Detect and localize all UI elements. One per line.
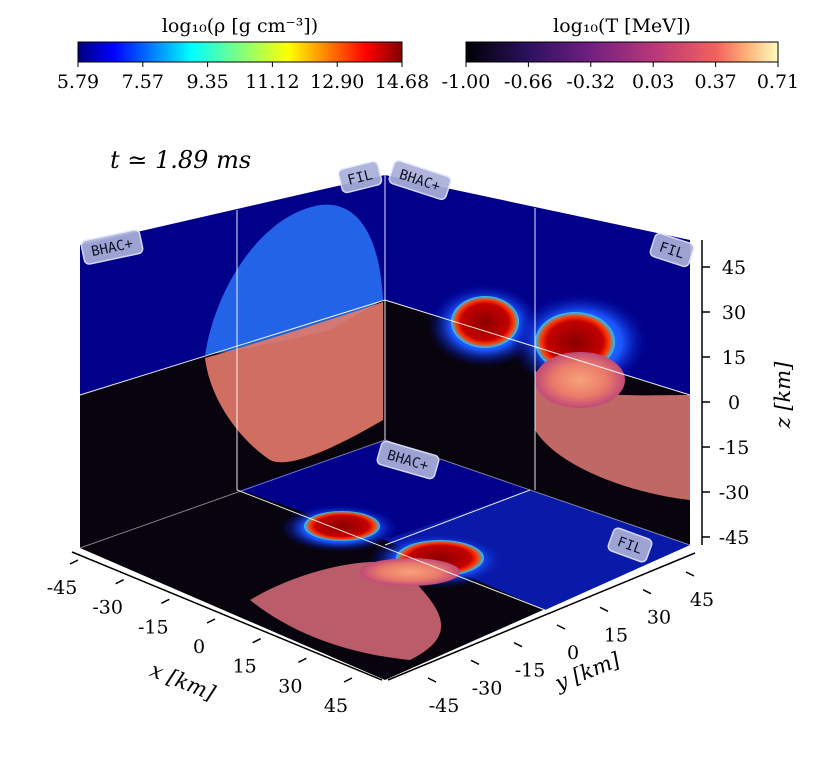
yz-core-a: [451, 296, 519, 348]
z-axis-tick-label: 0: [728, 392, 740, 414]
y-axis-tick-label: -15: [515, 660, 546, 682]
y-axis-tick: [685, 571, 695, 577]
density-colorbar-title: log₁₀(ρ [g cm⁻³]): [162, 15, 318, 37]
x-axis-tick-label: 0: [193, 636, 205, 658]
z-axis-tick-label: 30: [722, 302, 746, 324]
yz-warm-disk: [535, 352, 625, 408]
panel-tag: FIL: [607, 527, 653, 563]
colorbar-tick-label: 11.12: [245, 71, 299, 93]
time-label: t ≃ 1.89 ms: [110, 146, 251, 174]
svg-text:FIL: FIL: [657, 239, 686, 262]
z-axis: 45 30 15 0 -15 -30 -45: [702, 257, 749, 549]
colorbar-tick-label: -0.66: [504, 71, 553, 93]
y-axis-tick: [556, 624, 566, 630]
y-axis-tick: [599, 606, 609, 613]
xy-plane-blue-right: [385, 490, 690, 610]
y-axis-tick-label: -30: [472, 677, 503, 699]
z-axis-tick-label: 15: [722, 347, 746, 369]
y-axis-label: y [km]: [551, 647, 624, 695]
colorbar-tick-label: 14.68: [375, 71, 429, 93]
panel-tag: FIL: [649, 232, 695, 268]
x-axis-tick-label: 45: [324, 695, 348, 717]
y-axis-tick-label: -45: [429, 695, 460, 717]
y-axis-tick-label: 30: [647, 607, 671, 629]
x-axis-tick-label: -45: [47, 577, 78, 599]
x-axis-tick: [69, 559, 79, 565]
z-axis-tick-label: -15: [719, 437, 750, 459]
x-axis-tick: [343, 677, 353, 683]
colorbar-tick-label: 9.35: [186, 71, 228, 93]
colorbar-tick-label: 0.71: [757, 71, 799, 93]
z-axis-tick-label: -45: [719, 527, 750, 549]
x-axis-tick-label: 30: [278, 675, 302, 697]
y-axis-tick-label: 0: [567, 642, 579, 664]
y-axis-tick: [427, 677, 437, 683]
y-axis-tick-label: 15: [604, 624, 628, 646]
xy-warm-disk: [360, 558, 460, 586]
y-axis-tick: [513, 641, 523, 648]
z-axis-label: z [km]: [771, 361, 795, 430]
temperature-colorbar-gradient: [465, 41, 779, 63]
colorbar-tick-label: 0.03: [632, 71, 674, 93]
colorbar-tick-label: 7.57: [122, 71, 164, 93]
x-axis-label: x [km]: [147, 658, 219, 706]
x-axis-tick: [297, 657, 307, 664]
colorbar-tick-label: 12.90: [310, 71, 364, 93]
temperature-colorbar-title: log₁₀(T [MeV]): [553, 15, 691, 37]
colorbar-tick-label: 0.37: [694, 71, 736, 93]
x-axis-tick-label: -30: [92, 597, 123, 619]
x-axis-tick-label: -15: [138, 616, 169, 638]
xy-warm-region: [250, 561, 442, 660]
svg-text:FIL: FIL: [346, 167, 374, 189]
panel-tag: BHAC+: [80, 229, 144, 265]
slice-planes: [79, 175, 691, 680]
x-axis: -45 -30 -15 0 15 30 45: [47, 559, 353, 717]
xy-core-a: [304, 511, 380, 541]
x-axis-tick: [160, 598, 170, 605]
z-axis-tick-label: -30: [719, 482, 750, 504]
colorbar-tick-label: 5.79: [57, 71, 99, 93]
x-axis-tick: [115, 578, 125, 585]
y-axis-tick: [470, 659, 480, 666]
y-axis-tick-label: 45: [690, 589, 714, 611]
y-axis: -45 -30 -15 0 15 30 45: [427, 571, 714, 717]
z-axis-tick-label: 45: [722, 257, 746, 279]
x-axis-tick-label: 15: [233, 656, 257, 678]
density-colorbar: log₁₀(ρ [g cm⁻³]) 5.79 7.57 9.35 11.12 12.90…: [57, 15, 429, 93]
panel-tag: FIL: [337, 160, 383, 194]
temperature-colorbar: log₁₀(T [MeV]) -1.00 -0.66 -0.32 0.03 0.37 0.…: [442, 15, 800, 93]
colorbar-tick-label: -1.00: [442, 71, 491, 93]
x-axis-tick: [252, 637, 262, 644]
xz-temperature-blob: [205, 302, 383, 463]
colorbar-tick-label: -0.32: [566, 71, 615, 93]
x-axis-tick: [206, 618, 216, 624]
y-axis-tick: [642, 588, 652, 595]
density-colorbar-gradient: [77, 41, 403, 63]
axes-frame: [71, 240, 703, 681]
